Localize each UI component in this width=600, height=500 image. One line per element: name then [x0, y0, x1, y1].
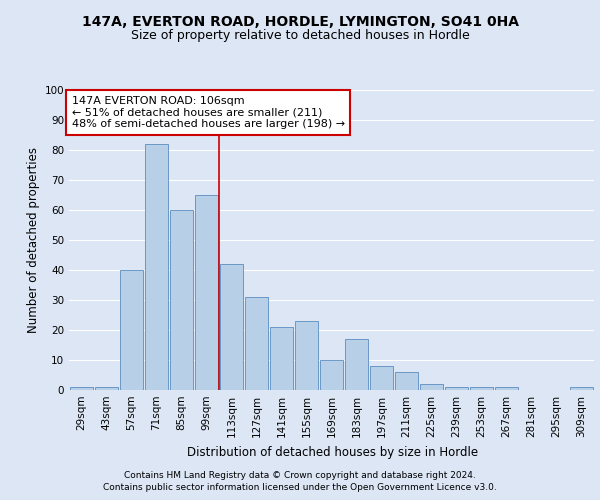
- Bar: [195, 195, 218, 390]
- Bar: [95, 387, 118, 390]
- Bar: [370, 366, 393, 390]
- Bar: [145, 144, 168, 390]
- Bar: [295, 321, 318, 390]
- Y-axis label: Number of detached properties: Number of detached properties: [28, 147, 40, 333]
- Bar: [570, 387, 593, 390]
- Bar: [495, 387, 518, 390]
- Bar: [470, 387, 493, 390]
- Text: 147A, EVERTON ROAD, HORDLE, LYMINGTON, SO41 0HA: 147A, EVERTON ROAD, HORDLE, LYMINGTON, S…: [82, 16, 518, 30]
- Bar: [345, 339, 368, 390]
- Bar: [270, 327, 293, 390]
- Bar: [245, 297, 268, 390]
- Text: Contains HM Land Registry data © Crown copyright and database right 2024.: Contains HM Land Registry data © Crown c…: [124, 472, 476, 480]
- Bar: [395, 372, 418, 390]
- Text: Contains public sector information licensed under the Open Government Licence v3: Contains public sector information licen…: [103, 483, 497, 492]
- Bar: [220, 264, 243, 390]
- Bar: [420, 384, 443, 390]
- Bar: [120, 270, 143, 390]
- Bar: [70, 387, 93, 390]
- Bar: [170, 210, 193, 390]
- Text: Size of property relative to detached houses in Hordle: Size of property relative to detached ho…: [131, 28, 469, 42]
- Bar: [320, 360, 343, 390]
- Bar: [445, 387, 468, 390]
- Text: 147A EVERTON ROAD: 106sqm
← 51% of detached houses are smaller (211)
48% of semi: 147A EVERTON ROAD: 106sqm ← 51% of detac…: [71, 96, 345, 129]
- Text: Distribution of detached houses by size in Hordle: Distribution of detached houses by size …: [187, 446, 479, 459]
